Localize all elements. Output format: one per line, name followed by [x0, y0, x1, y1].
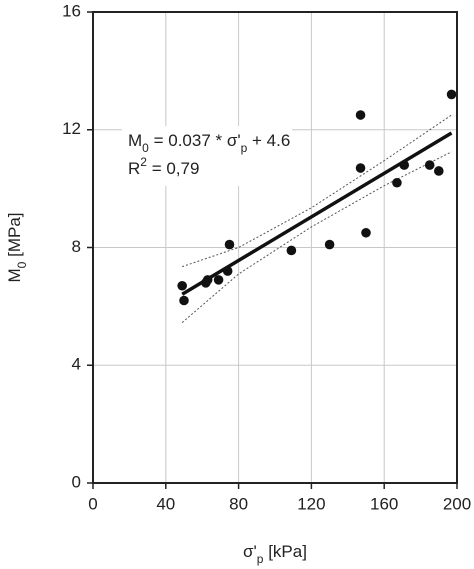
x-axis-label-part: [kPa] [263, 542, 306, 561]
equation: M0 = 0.037 * σ'p + 4.6 [128, 131, 290, 155]
x-axis-label-part: σ' [243, 542, 257, 561]
x-tick-label: 200 [443, 494, 471, 513]
y-tick-label: 4 [72, 355, 81, 374]
r-squared: R2 = 0,79 [128, 155, 199, 178]
r-squared-part: = 0,79 [147, 159, 199, 178]
y-axis-label-part: 0 [15, 261, 29, 268]
data-point [213, 275, 224, 285]
x-tick-label: 0 [88, 494, 97, 513]
x-tick-label: 40 [156, 494, 175, 513]
y-tick-label: 12 [62, 119, 81, 138]
x-tick-label: 120 [297, 494, 325, 513]
y-axis-label-part: [MPa] [5, 213, 24, 262]
equation-part: = 0.037 * σ' [149, 131, 241, 150]
data-point [177, 280, 187, 291]
annotation-box [122, 126, 292, 186]
y-axis-label: M0 [MPa] [5, 213, 29, 283]
data-point [286, 245, 297, 256]
confidence-band [181, 151, 452, 323]
data-point [202, 275, 213, 285]
data-point [355, 163, 366, 173]
x-tick-label: 80 [229, 494, 248, 513]
data-point [355, 110, 366, 120]
x-tick-label: 160 [370, 494, 398, 513]
r-squared-part: R [128, 159, 140, 178]
x-axis-label: σ'p [kPa] [243, 542, 307, 566]
equation-part: + 4.6 [247, 131, 290, 150]
y-axis-label-part: M [5, 268, 24, 282]
y-tick-label: 16 [62, 1, 81, 20]
y-tick-label: 8 [72, 237, 81, 256]
r-squared-part: 2 [140, 155, 147, 169]
y-tick-label: 0 [72, 472, 81, 491]
confidence-band [182, 114, 452, 268]
data-point [399, 160, 410, 170]
data-point [392, 177, 402, 188]
plot-frame [92, 11, 458, 484]
equation-part: 0 [142, 141, 149, 155]
data-point [434, 166, 444, 176]
x-axis-label-part: p [257, 552, 264, 566]
equation-part: M [128, 131, 142, 150]
data-point [224, 239, 235, 250]
data-point [446, 89, 457, 100]
data-point [179, 295, 189, 306]
data-point [222, 266, 233, 276]
data-point [424, 160, 435, 170]
equation-part: p [241, 141, 248, 155]
data-point [324, 239, 335, 250]
data-point [361, 227, 371, 238]
